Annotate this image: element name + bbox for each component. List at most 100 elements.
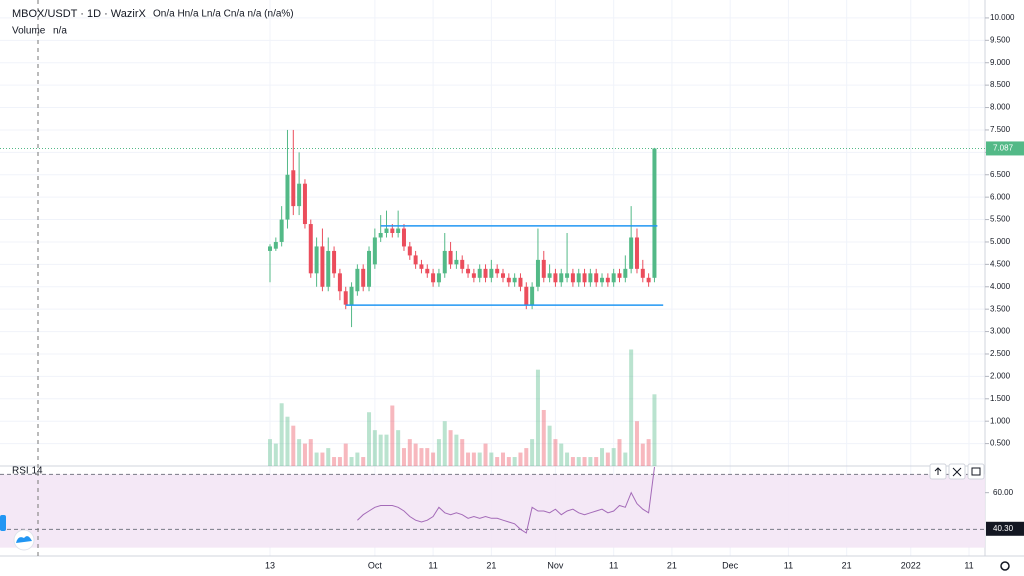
rsi-tick-label: 60.00 [993, 488, 1014, 497]
volume-bar [314, 452, 319, 466]
candle-body [471, 273, 476, 278]
gear-icon[interactable] [1000, 561, 1010, 571]
volume-label: Volume [12, 26, 46, 37]
volume-bar [425, 448, 430, 466]
candle-body [285, 174, 290, 220]
volume-bar [372, 430, 377, 466]
candle-body [308, 224, 313, 274]
candle-body [582, 273, 587, 283]
candle-body [332, 250, 337, 274]
volume-bar [594, 457, 599, 466]
candle-body [367, 250, 372, 287]
candle-body [553, 273, 558, 283]
volume-bar [605, 452, 610, 466]
volume-bar [279, 403, 284, 466]
candle-body [495, 268, 500, 274]
candle-body [273, 241, 278, 249]
candle-body [337, 273, 342, 292]
settings[interactable] [1000, 561, 1010, 571]
candle-body [541, 259, 546, 278]
volume-bar [559, 443, 564, 466]
candle-body [594, 273, 599, 283]
candle-body [576, 273, 581, 283]
candle-body [559, 273, 564, 283]
side-toggle[interactable] [0, 515, 6, 531]
candle-body [565, 273, 570, 278]
volume-bar [588, 457, 593, 466]
volume-bar [419, 448, 424, 466]
candle-body [605, 277, 610, 283]
candle-body [297, 183, 302, 207]
volume-bar [629, 349, 634, 466]
volume-bar [506, 457, 511, 466]
volume-bar [535, 369, 540, 466]
volume-bar [396, 430, 401, 466]
volume-bar [390, 405, 395, 466]
volume-bar [646, 439, 651, 466]
ohlc-legend: On/a Hn/a Ln/a Cn/a n/a (n/a%) [153, 9, 294, 20]
volume-bar [640, 443, 645, 466]
volume-bar [285, 416, 290, 466]
maximize-icon [971, 467, 981, 476]
y-tick-label: 1.500 [990, 394, 1011, 403]
maximize-button[interactable] [967, 463, 985, 480]
volume-bar [501, 452, 505, 466]
candle-body [442, 250, 447, 274]
y-tick-label: 9.000 [990, 58, 1011, 67]
candle-body [501, 273, 505, 278]
y-tick-label: 5.500 [990, 215, 1011, 224]
y-tick-label: 3.500 [990, 304, 1011, 313]
pane-controls[interactable] [929, 463, 985, 480]
volume-bar [530, 439, 535, 466]
candle-body [454, 259, 459, 265]
volume-bar [273, 443, 278, 466]
candle-body [396, 228, 401, 233]
candle-body [617, 273, 622, 278]
candle-body [355, 268, 360, 292]
y-tick-label: 7.500 [990, 125, 1011, 134]
y-tick-label: 4.000 [990, 282, 1011, 291]
volume-bar [600, 448, 605, 466]
y-tick-label: 10.000 [990, 13, 1015, 22]
candle-body [279, 219, 284, 242]
candle-body [361, 268, 366, 287]
candle-body [268, 246, 272, 251]
x-tick-label: 21 [486, 560, 496, 570]
volume-bar [512, 457, 517, 466]
x-tick-label: 13 [265, 560, 275, 570]
volume-bar [436, 439, 441, 466]
volume-bar [495, 457, 500, 466]
volume-bar [565, 452, 570, 466]
last-price-bg [986, 141, 1024, 156]
close-icon [952, 467, 962, 477]
y-tick-label: 9.500 [990, 35, 1011, 44]
candle-body [448, 250, 453, 265]
rsi-label: RSI 14 [12, 466, 43, 477]
candle-body [483, 268, 488, 278]
y-tick-label: 3.000 [990, 327, 1011, 336]
y-tick-label: 6.500 [990, 170, 1011, 179]
volume-bar [349, 457, 354, 466]
volume-bar [454, 434, 459, 466]
candle-body [419, 264, 424, 269]
candle-body [600, 277, 605, 283]
volume-bar [332, 457, 337, 466]
rsi-line [357, 466, 655, 534]
candle-body [384, 228, 389, 233]
rsi-marker-label: 40.30 [993, 524, 1014, 533]
volume-bar [448, 430, 453, 466]
volume-bar [337, 457, 342, 466]
y-tick-label: 8.000 [990, 103, 1011, 112]
rsi-band [0, 474, 985, 548]
x-tick-label: Dec [722, 560, 739, 570]
volume-bar [466, 452, 471, 466]
volume-bar [617, 439, 622, 466]
candle-body [646, 277, 651, 283]
volume-bar [483, 443, 488, 466]
volume-bar [442, 421, 447, 466]
candle-body [460, 259, 465, 269]
candle-body [302, 183, 307, 225]
volume-bar [326, 448, 331, 466]
volume-bar [518, 452, 523, 466]
